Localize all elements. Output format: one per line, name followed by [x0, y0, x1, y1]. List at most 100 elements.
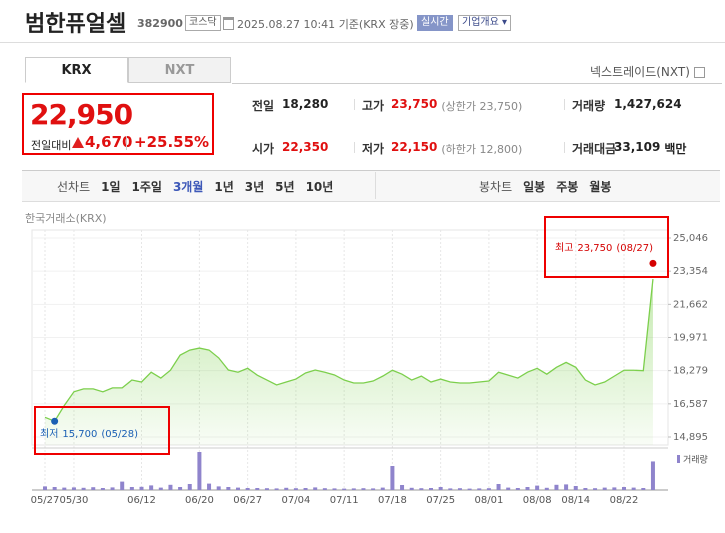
volume-bar — [43, 486, 47, 490]
volume-bar — [361, 488, 366, 490]
volume-bar — [457, 488, 462, 490]
volume-bar — [390, 466, 395, 490]
x-tick-label: 07/25 — [426, 495, 455, 506]
period-tab[interactable]: 1일 — [101, 180, 121, 194]
volume-bar — [544, 487, 549, 490]
volume-bar — [284, 487, 289, 490]
volume-bar — [255, 488, 260, 490]
volume-bar — [506, 487, 511, 490]
x-tick-label: 08/22 — [610, 495, 639, 506]
stat-label: 시가 — [252, 142, 275, 156]
chart-type-label: 선차트 — [57, 180, 91, 194]
stat-label: 거래대금 — [572, 142, 617, 156]
volume-bar — [139, 486, 144, 490]
volume-bar — [91, 487, 96, 490]
checkbox[interactable] — [693, 67, 705, 78]
annotation-value-label: 15,700 — [62, 429, 97, 440]
volume-bar — [149, 485, 154, 490]
x-tick-label: 08/08 — [523, 495, 552, 506]
y-tick-label: 14,895 — [673, 432, 708, 443]
volume-bar — [535, 485, 540, 490]
highlight-box — [34, 406, 170, 455]
stat-value: 22,350 — [282, 140, 329, 154]
period-tab[interactable]: 1년 — [214, 180, 234, 194]
volume-bar — [52, 487, 57, 490]
stat-value: 18,280 — [282, 97, 329, 111]
nxt-toggle[interactable]: 넥스트레이드(NXT) — [590, 63, 705, 80]
company-info-dropdown[interactable]: 기업개요 ▾ — [458, 15, 512, 31]
period-tab[interactable]: 3개월 — [172, 180, 204, 194]
separator — [126, 136, 127, 150]
x-tick-label: 07/04 — [281, 495, 310, 506]
volume-bar — [486, 488, 491, 490]
volume-bar — [110, 487, 115, 490]
x-tick-label: 05/27 — [31, 495, 60, 506]
basis-text: 기준(KRX 장중) — [338, 18, 414, 31]
stock-title: 범한퓨얼셀 — [25, 12, 127, 37]
x-tick-label: 07/11 — [330, 495, 359, 506]
price-line — [44, 279, 654, 423]
volume-bar — [650, 461, 655, 490]
volume-bar — [313, 487, 318, 490]
period-tab[interactable]: 1주일 — [131, 180, 162, 194]
period-bar — [22, 170, 720, 202]
period-tab[interactable]: 5년 — [275, 180, 295, 194]
y-tick-label: 16,587 — [673, 399, 708, 410]
volume-bar — [332, 488, 337, 490]
stat-note: (상한가 23,750) — [441, 100, 523, 113]
period-tab[interactable]: 월봉 — [589, 180, 612, 194]
x-tick-label: 06/20 — [185, 495, 214, 506]
company-info-text: 기업개요 — [462, 17, 499, 28]
annotation-date: (08/27) — [616, 243, 653, 254]
nxt-toggle-text: 넥스트레이드(NXT) — [590, 65, 690, 79]
volume-bar — [303, 488, 308, 490]
volume-bar — [429, 488, 433, 490]
y-tick-label: 23,354 — [673, 266, 708, 277]
volume-bar — [168, 484, 173, 490]
stat-label: 전일 — [252, 99, 275, 113]
volume-bar — [583, 488, 588, 490]
high-annotation: 최고 23,750 (08/27) — [555, 242, 653, 254]
volume-bar — [448, 488, 453, 490]
stat-value: 33,109 — [614, 140, 661, 154]
volume-bar — [477, 488, 482, 490]
x-tick-label: 07/18 — [378, 495, 407, 506]
legend-label: 거래량 — [683, 454, 708, 466]
low-marker — [51, 417, 59, 425]
volume-bar — [207, 483, 212, 490]
volume-bar — [226, 487, 231, 490]
volume-bar — [71, 487, 76, 490]
volume-bar — [593, 488, 598, 490]
volume-bar — [622, 487, 626, 490]
period-tab[interactable]: 일봉 — [523, 180, 546, 194]
high-marker — [649, 259, 657, 267]
volume-bar — [641, 488, 646, 490]
stat-value: 1,427,624 — [614, 97, 682, 111]
volume-bar — [197, 452, 202, 490]
low-annotation: 최저 15,700 (05/28) — [40, 428, 138, 440]
volume-bar — [236, 487, 240, 490]
volume-bar — [515, 488, 520, 490]
chart-source: 한국거래소(KRX) — [25, 212, 107, 225]
datetime-text: 2025.08.27 10:41 — [237, 18, 336, 31]
volume-bar — [264, 488, 269, 490]
market-badge: 코스닥 — [185, 15, 221, 31]
volume-bar — [178, 487, 183, 490]
period-tab[interactable]: 3년 — [244, 180, 265, 194]
stat-value: 23,750 — [391, 97, 438, 111]
y-tick-label: 18,279 — [673, 366, 708, 377]
volume-bar — [554, 484, 559, 490]
up-arrow — [72, 137, 84, 148]
volume-bar — [158, 487, 163, 490]
datetime: 2025.08.27 10:41 기준(KRX 장중) — [237, 16, 414, 32]
period-tab[interactable]: 10년 — [305, 180, 334, 194]
market-tab[interactable]: NXT — [128, 57, 231, 83]
volume-bar — [274, 488, 279, 490]
period-tab[interactable]: 주봉 — [556, 180, 579, 194]
market-tab[interactable]: KRX — [25, 57, 128, 83]
period-divider — [375, 172, 376, 199]
realtime-badge[interactable]: 실시간 — [417, 15, 453, 31]
change-rate: +25.55% — [134, 133, 210, 151]
